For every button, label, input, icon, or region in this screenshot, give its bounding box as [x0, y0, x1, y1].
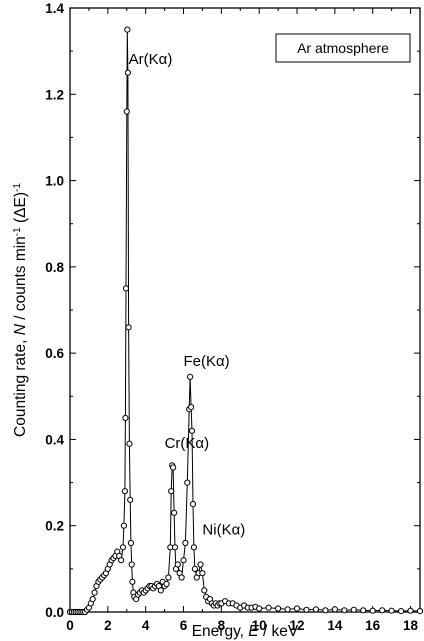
data-point [157, 587, 164, 594]
data-point [184, 479, 191, 486]
data-point [284, 606, 291, 613]
data-point [407, 607, 414, 614]
y-tick-label: 0.8 [45, 260, 64, 275]
peak-label: Cr(Kα) [165, 435, 210, 452]
axis-tick-labels: 0 2 4 6 8 10 12 14 16 18 0.0 0.2 0.4 0.6 0.8 1.0 1.2 1.4 [45, 1, 418, 633]
data-point [125, 324, 132, 331]
data-point [191, 565, 198, 573]
legend-box: Ar atmosphere [275, 33, 411, 63]
data-point [379, 607, 386, 614]
x-tick-label: 10 [252, 618, 267, 633]
data-point [171, 509, 178, 516]
x-axis-title: Energy, E / keV [192, 623, 299, 640]
data-point [398, 608, 405, 615]
legend-frame [275, 33, 411, 63]
data-point [118, 557, 125, 564]
data-point [168, 488, 175, 495]
x-tick-label: 16 [365, 618, 381, 633]
data-point [188, 427, 196, 434]
y-tick-label: 1.0 [45, 174, 64, 189]
peak-label: Ni(Kα) [202, 521, 245, 538]
data-point [312, 606, 319, 613]
data-point [180, 557, 187, 564]
data-point [201, 587, 208, 594]
data-point [171, 544, 179, 551]
data-point [199, 570, 206, 577]
y-tick-label: 0.0 [45, 605, 64, 620]
data-point [256, 605, 263, 612]
x-tick-label: 4 [142, 618, 150, 633]
y-tick-label: 0.6 [45, 346, 64, 361]
x-tick-label: 8 [218, 618, 226, 633]
x-tick-label: 18 [403, 618, 419, 633]
data-point [190, 544, 197, 551]
data-point [189, 501, 197, 508]
data-point [174, 561, 181, 568]
data-point [265, 604, 272, 611]
data-point [124, 26, 131, 33]
data-point [341, 607, 348, 614]
data-point [275, 605, 282, 612]
data-point [187, 373, 194, 380]
data-point [170, 464, 177, 471]
data-point [388, 607, 395, 614]
data-point [369, 607, 376, 614]
data-point [123, 108, 130, 115]
data-point [188, 404, 195, 411]
data-point [120, 522, 128, 529]
data-point [360, 607, 367, 614]
data-point [121, 488, 129, 495]
y-tick-label: 0.2 [45, 519, 64, 534]
data-point [331, 606, 338, 613]
data-point [127, 496, 134, 503]
peak-label: Fe(Kα) [184, 353, 230, 370]
data-point [126, 440, 133, 447]
x-tick-label: 12 [290, 618, 305, 633]
x-tick-label: 0 [66, 618, 74, 633]
data-point [416, 608, 424, 615]
y-tick-label: 1.4 [45, 1, 64, 16]
data-point [163, 580, 170, 588]
x-tick-label: 2 [104, 618, 112, 633]
data-point [91, 589, 98, 596]
data-point [178, 574, 185, 581]
data-point [182, 539, 189, 547]
data-point [119, 544, 127, 551]
data-point [322, 607, 329, 614]
y-axis-title: Counting rate, N / counts min-1 (ΔE)-1 [12, 183, 30, 437]
data-point [165, 574, 172, 581]
data-point [350, 606, 357, 613]
data-points [66, 26, 424, 616]
data-point [303, 606, 310, 613]
data-point [127, 539, 134, 547]
x-tick-label: 14 [327, 618, 343, 633]
peak-annotations: Ar(Kα) Cr(Kα) Fe(Kα) Ni(Kα) [129, 51, 246, 538]
data-point [197, 561, 204, 568]
y-tick-label: 1.2 [45, 87, 64, 102]
data-point [124, 69, 132, 76]
data-point [122, 414, 129, 421]
legend-text: Ar atmosphere [297, 40, 389, 56]
x-tick-label: 6 [180, 618, 188, 633]
y-tick-label: 0.4 [45, 432, 64, 447]
data-point [89, 596, 96, 603]
data-point [293, 605, 301, 612]
data-point [128, 561, 135, 568]
data-point [122, 285, 130, 292]
peak-label: Ar(Kα) [129, 51, 173, 68]
data-point [129, 578, 136, 585]
